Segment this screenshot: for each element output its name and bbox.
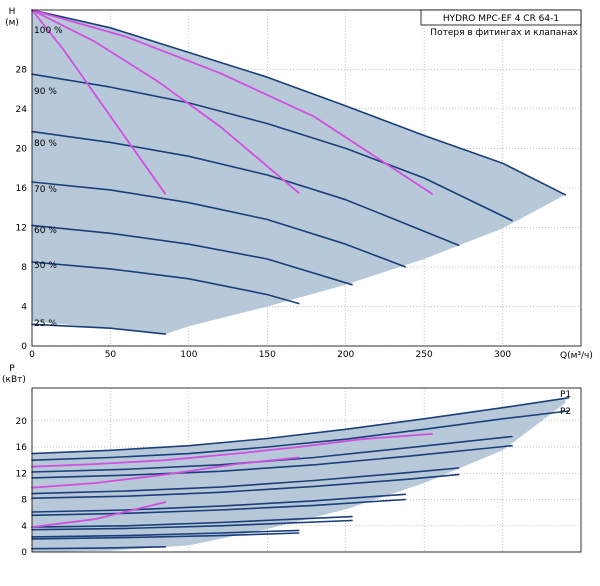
power-y-tick-0: 0 (21, 548, 27, 558)
head-y-tick-2: 8 (21, 263, 27, 273)
head-series-0 (31, 9, 567, 196)
head-series-4 (31, 224, 353, 286)
head-operating-area (32, 10, 566, 335)
legend-p2: P2 (560, 407, 571, 417)
chart-subtitle: Потеря в фитингах и клапанах (430, 28, 578, 38)
power-series-14 (31, 456, 300, 489)
speed-label-80: 80 % (34, 139, 57, 149)
head-y-tick-1: 4 (21, 302, 27, 312)
head-plot-frame (31, 9, 582, 347)
speed-label-50: 50 % (34, 261, 57, 271)
head-series-9 (31, 9, 433, 195)
y-axis-label-power: P (9, 364, 15, 374)
power-y-tick-3: 12 (16, 469, 27, 479)
y-axis-unit-power: (кВт) (2, 375, 26, 385)
head-x-tick-1: 50 (105, 350, 117, 360)
head-series-2 (31, 130, 460, 246)
power-y-tick-2: 8 (21, 496, 27, 506)
power-y-tick-5: 20 (16, 417, 28, 427)
power-series-6 (31, 493, 407, 513)
y-axis-unit-head: (м) (5, 18, 19, 28)
title-box (420, 9, 582, 26)
head-operating-region (32, 10, 566, 335)
power-operating-area (32, 397, 566, 552)
head-curves (31, 9, 567, 335)
power-chart: 0 4 8 12 16 20 P (кВт) P1 P2 (2, 364, 582, 558)
power-series-13 (31, 432, 433, 468)
y-axis-label-head: H (9, 7, 16, 17)
power-series-0 (31, 396, 570, 455)
head-x-tick-5: 250 (416, 350, 433, 360)
power-series-4 (31, 467, 460, 495)
head-y-tick-6: 24 (16, 105, 28, 115)
power-axis-ticks: 0 4 8 12 16 20 (16, 417, 28, 558)
head-series-7 (31, 9, 167, 195)
head-axis-ticks: 0 50 100 150 200 250 300 0 4 8 12 16 20 24 28 (16, 65, 512, 360)
head-series-1 (31, 73, 513, 222)
power-series-3 (31, 444, 513, 479)
head-y-tick-7: 28 (16, 65, 28, 75)
head-series-6 (31, 323, 167, 335)
head-y-tick-4: 16 (16, 184, 28, 194)
speed-label-70: 70 % (34, 185, 57, 195)
power-curves (31, 396, 570, 550)
head-x-tick-3: 150 (259, 350, 276, 360)
head-series-3 (31, 181, 407, 268)
speed-label-60: 60 % (34, 226, 57, 236)
speed-label-25: 25 % (34, 319, 57, 329)
head-y-tick-0: 0 (21, 342, 27, 352)
x-axis-label: Q(м³/ч) (560, 351, 593, 361)
speed-label-90: 90 % (34, 87, 57, 97)
power-series-8 (31, 515, 353, 528)
power-series-12 (31, 545, 167, 550)
head-x-tick-2: 100 (180, 350, 197, 360)
power-series-11 (31, 532, 300, 540)
power-operating-region (32, 397, 566, 552)
speed-label-100: 100 % (34, 26, 63, 36)
power-plot-frame (31, 387, 582, 553)
power-y-tick-1: 4 (21, 522, 27, 532)
head-y-tick-3: 12 (16, 223, 27, 233)
head-chart: 0 50 100 150 200 250 300 0 4 8 12 16 20 24 28 HYDRO MP… (5, 7, 593, 361)
power-y-tick-4: 16 (16, 443, 28, 453)
power-series-7 (31, 498, 407, 517)
head-x-tick-0: 0 (29, 350, 35, 360)
power-series-5 (31, 473, 460, 500)
legend-p1: P1 (560, 390, 571, 400)
power-series-9 (31, 519, 353, 531)
head-x-tick-4: 200 (337, 350, 354, 360)
power-series-15 (31, 501, 167, 528)
head-series-5 (31, 261, 300, 305)
head-y-tick-5: 20 (16, 144, 28, 154)
head-series-8 (31, 9, 300, 194)
chart-title: HYDRO MPC-EF 4 CR 64-1 (443, 14, 559, 24)
power-series-1 (31, 410, 570, 462)
power-series-10 (31, 529, 300, 538)
head-x-tick-6: 300 (494, 350, 511, 360)
